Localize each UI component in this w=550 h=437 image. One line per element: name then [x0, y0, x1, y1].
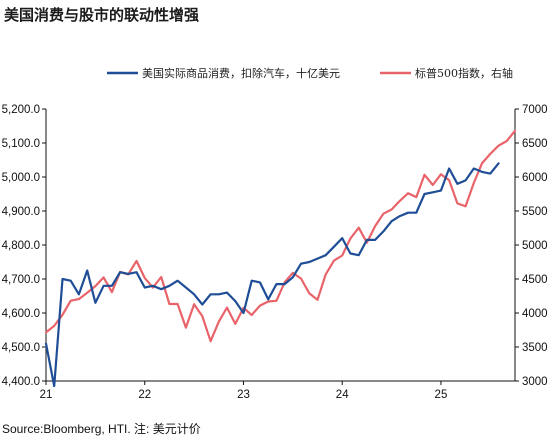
- series-line-consumption: [44, 162, 500, 388]
- right-tick-label: 6000: [522, 172, 548, 184]
- left-tick-label: 5,000.0: [2, 172, 40, 184]
- legend-label-consumption: 美国实际商品消费，扣除汽车，十亿美元: [142, 66, 340, 80]
- right-tick-label: 5000: [522, 240, 548, 252]
- x-axis-ticks: 21 22 23 24 25: [40, 381, 448, 401]
- page-title: 美国消费与股市的联动性增强: [4, 6, 200, 24]
- chart-axes: [45, 109, 516, 382]
- x-tick-label: 23: [237, 389, 250, 401]
- chart-legend: 美国实际商品消费，扣除汽车，十亿美元 标普500指数，右轴: [107, 66, 513, 80]
- left-tick-label: 5,200.0: [2, 104, 40, 116]
- legend-label-sp500: 标普500指数，右轴: [415, 66, 513, 80]
- x-tick-label: 24: [336, 389, 349, 401]
- source-note: Source:Bloomberg, HTI. 注: 美元计价: [2, 422, 201, 436]
- chart-series: [44, 129, 517, 388]
- series-line-sp500: [44, 129, 517, 343]
- right-axis-ticks: 3000 3500 4000 4500 5000 5500 6000 6500 7000: [515, 104, 548, 388]
- right-tick-label: 7000: [522, 104, 548, 116]
- x-tick-label: 22: [138, 389, 151, 401]
- right-tick-label: 3500: [522, 342, 548, 354]
- x-tick-label: 21: [40, 389, 53, 401]
- left-tick-label: 5,100.0: [2, 138, 40, 150]
- left-tick-label: 4,900.0: [2, 206, 40, 218]
- right-tick-label: 6500: [522, 138, 548, 150]
- right-tick-label: 4000: [522, 308, 548, 320]
- left-tick-label: 4,600.0: [2, 308, 40, 320]
- right-tick-label: 3000: [522, 376, 548, 388]
- left-tick-label: 4,400.0: [2, 376, 40, 388]
- left-tick-label: 4,500.0: [2, 342, 40, 354]
- left-tick-label: 4,800.0: [2, 240, 40, 252]
- right-tick-label: 4500: [522, 274, 548, 286]
- left-tick-label: 4,700.0: [2, 274, 40, 286]
- left-axis-ticks: 4,400.0 4,500.0 4,600.0 4,700.0 4,800.0 4,900…: [2, 104, 46, 388]
- x-tick-label: 25: [435, 389, 448, 401]
- right-tick-label: 5500: [522, 206, 548, 218]
